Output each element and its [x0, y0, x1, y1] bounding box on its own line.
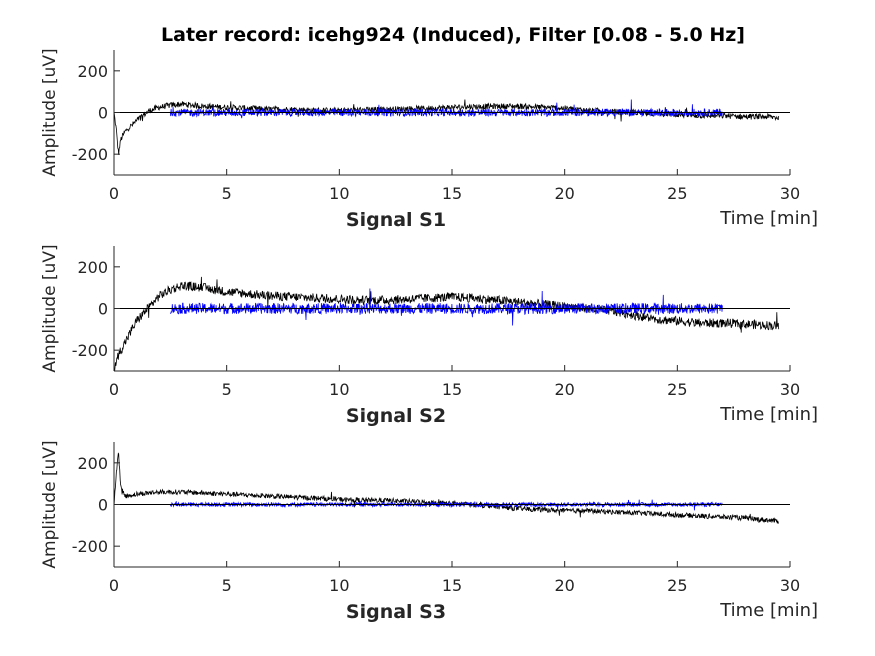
x-tick-label: 25	[667, 184, 687, 203]
x-tick-label: 15	[442, 380, 462, 399]
x-tick-label: 0	[109, 576, 119, 595]
blue-series-line	[169, 499, 723, 511]
y-axis-label: Amplitude [uV]	[40, 244, 60, 372]
y-axis-label: Amplitude [uV]	[40, 48, 60, 176]
x-tick-label: 30	[780, 184, 800, 203]
x-axis-label: Time [min]	[719, 404, 818, 425]
x-axis-label: Time [min]	[719, 600, 818, 621]
y-tick-label: -200	[72, 145, 108, 164]
y-axis-label: Amplitude [uV]	[40, 440, 60, 568]
x-tick-label: 25	[667, 576, 687, 595]
x-tick-label: 20	[554, 576, 574, 595]
series-group	[114, 452, 779, 524]
x-tick-label: 25	[667, 380, 687, 399]
y-tick-label: -200	[72, 537, 108, 556]
x-tick-label: 15	[442, 184, 462, 203]
y-tick-label: 200	[77, 62, 108, 81]
x-tick-label: 10	[329, 380, 349, 399]
series-group	[114, 276, 780, 371]
x-tick-label: 0	[109, 380, 119, 399]
x-tick-label: 10	[329, 184, 349, 203]
subplot-title: Signal S1	[346, 209, 446, 231]
series-group	[114, 99, 780, 155]
subplot-3: 0 5 10 15 20 25 30 -200 0 200 Amplitude [uV] Time […	[40, 440, 818, 623]
x-tick-label: 30	[780, 380, 800, 399]
y-tick-label: 200	[77, 258, 108, 277]
x-tick-label: 5	[222, 184, 232, 203]
blue-series-line	[170, 288, 723, 326]
subplot-2: 0 5 10 15 20 25 30 -200 0 200 Amplitude [uV] Time […	[40, 244, 818, 427]
black-series-line	[114, 452, 779, 524]
y-tick-label: 0	[98, 300, 108, 319]
x-tick-label: 0	[109, 184, 119, 203]
x-tick-label: 20	[554, 184, 574, 203]
x-tick-label: 30	[780, 576, 800, 595]
x-tick-label: 10	[329, 576, 349, 595]
blue-series-line	[169, 99, 723, 119]
x-tick-label: 5	[222, 380, 232, 399]
x-axis-label: Time [min]	[719, 208, 818, 229]
y-tick-label: 200	[77, 454, 108, 473]
subplot-1: 0 5 10 15 20 25 30 -200 0 200 Amplitude [uV] Time […	[40, 48, 818, 231]
x-tick-label: 15	[442, 576, 462, 595]
x-tick-label: 20	[554, 380, 574, 399]
y-tick-label: 0	[98, 496, 108, 515]
subplot-title: Signal S3	[346, 601, 446, 623]
subplot-title: Signal S2	[346, 405, 446, 427]
y-tick-label: 0	[98, 104, 108, 123]
y-tick-label: -200	[72, 341, 108, 360]
black-series-line	[114, 276, 780, 371]
x-tick-label: 5	[222, 576, 232, 595]
chart-title: Later record: icehg924 (Induced), Filter…	[161, 24, 745, 46]
